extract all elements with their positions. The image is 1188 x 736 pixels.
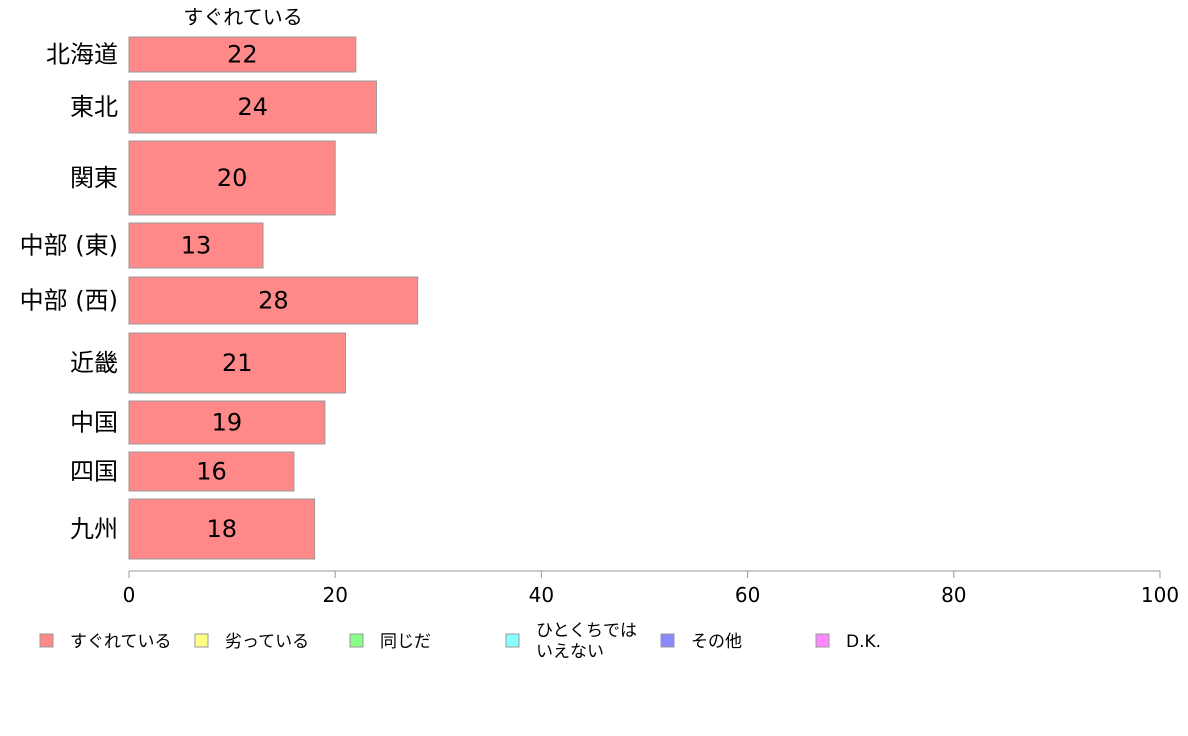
bar-value-label: 24 <box>237 93 268 121</box>
category-label: 関東 <box>70 164 118 192</box>
category-label: 中国 <box>70 409 118 437</box>
bar-value-label: 28 <box>258 287 289 315</box>
bar-value-label: 18 <box>207 515 238 543</box>
bars-group: 北海道 22 東北 24 関東 20 中部 (東) 13 中部 (西) 28 近畿 21 中国 19 四国 1… <box>20 36 419 560</box>
legend-label: すぐれている <box>70 632 172 652</box>
category-label: 中部 (東) <box>20 232 118 260</box>
bar <box>128 80 377 134</box>
bar <box>128 400 326 445</box>
legend: すぐれている 劣っている 同じだ ひとくちではいえない その他 D.K. <box>39 621 881 662</box>
legend-swatch <box>815 633 830 648</box>
legend-swatch <box>660 633 675 648</box>
category-label: 北海道 <box>46 41 118 69</box>
x-tick-label: 40 <box>529 583 554 607</box>
bar <box>128 222 264 269</box>
bar <box>128 140 336 216</box>
bar-value-label: 22 <box>227 41 258 69</box>
column-title: すぐれている <box>183 5 302 29</box>
x-tick-label: 100 <box>1141 583 1179 607</box>
legend-label: 同じだ <box>380 632 431 652</box>
category-label: 中部 (西) <box>20 287 118 315</box>
bar-value-label: 19 <box>212 409 243 437</box>
x-axis: 0 20 40 60 80 100 <box>123 570 1179 607</box>
x-tick-label: 60 <box>735 583 760 607</box>
x-tick-label: 80 <box>941 583 966 607</box>
legend-label: ひとくちではいえない <box>536 621 637 662</box>
legend-swatch <box>39 633 54 648</box>
bar <box>128 498 316 560</box>
legend-label: 劣っている <box>225 632 309 652</box>
bar-value-label: 16 <box>196 458 227 486</box>
bar <box>128 332 347 394</box>
bar-value-label: 13 <box>181 232 212 260</box>
bar <box>128 36 357 73</box>
category-label: 近畿 <box>70 349 118 377</box>
legend-label: その他 <box>691 632 742 652</box>
bar <box>128 451 295 492</box>
bar <box>128 276 419 325</box>
legend-label: D.K. <box>846 632 881 652</box>
bar-value-label: 20 <box>217 164 248 192</box>
bar-value-label: 21 <box>222 349 253 377</box>
category-label: 九州 <box>70 515 118 543</box>
x-tick-label: 0 <box>123 583 136 607</box>
legend-swatch <box>505 633 520 648</box>
x-tick-label: 20 <box>322 583 347 607</box>
legend-swatch <box>349 633 364 648</box>
legend-swatch <box>194 633 209 648</box>
category-label: 四国 <box>70 458 118 486</box>
category-label: 東北 <box>70 93 118 121</box>
